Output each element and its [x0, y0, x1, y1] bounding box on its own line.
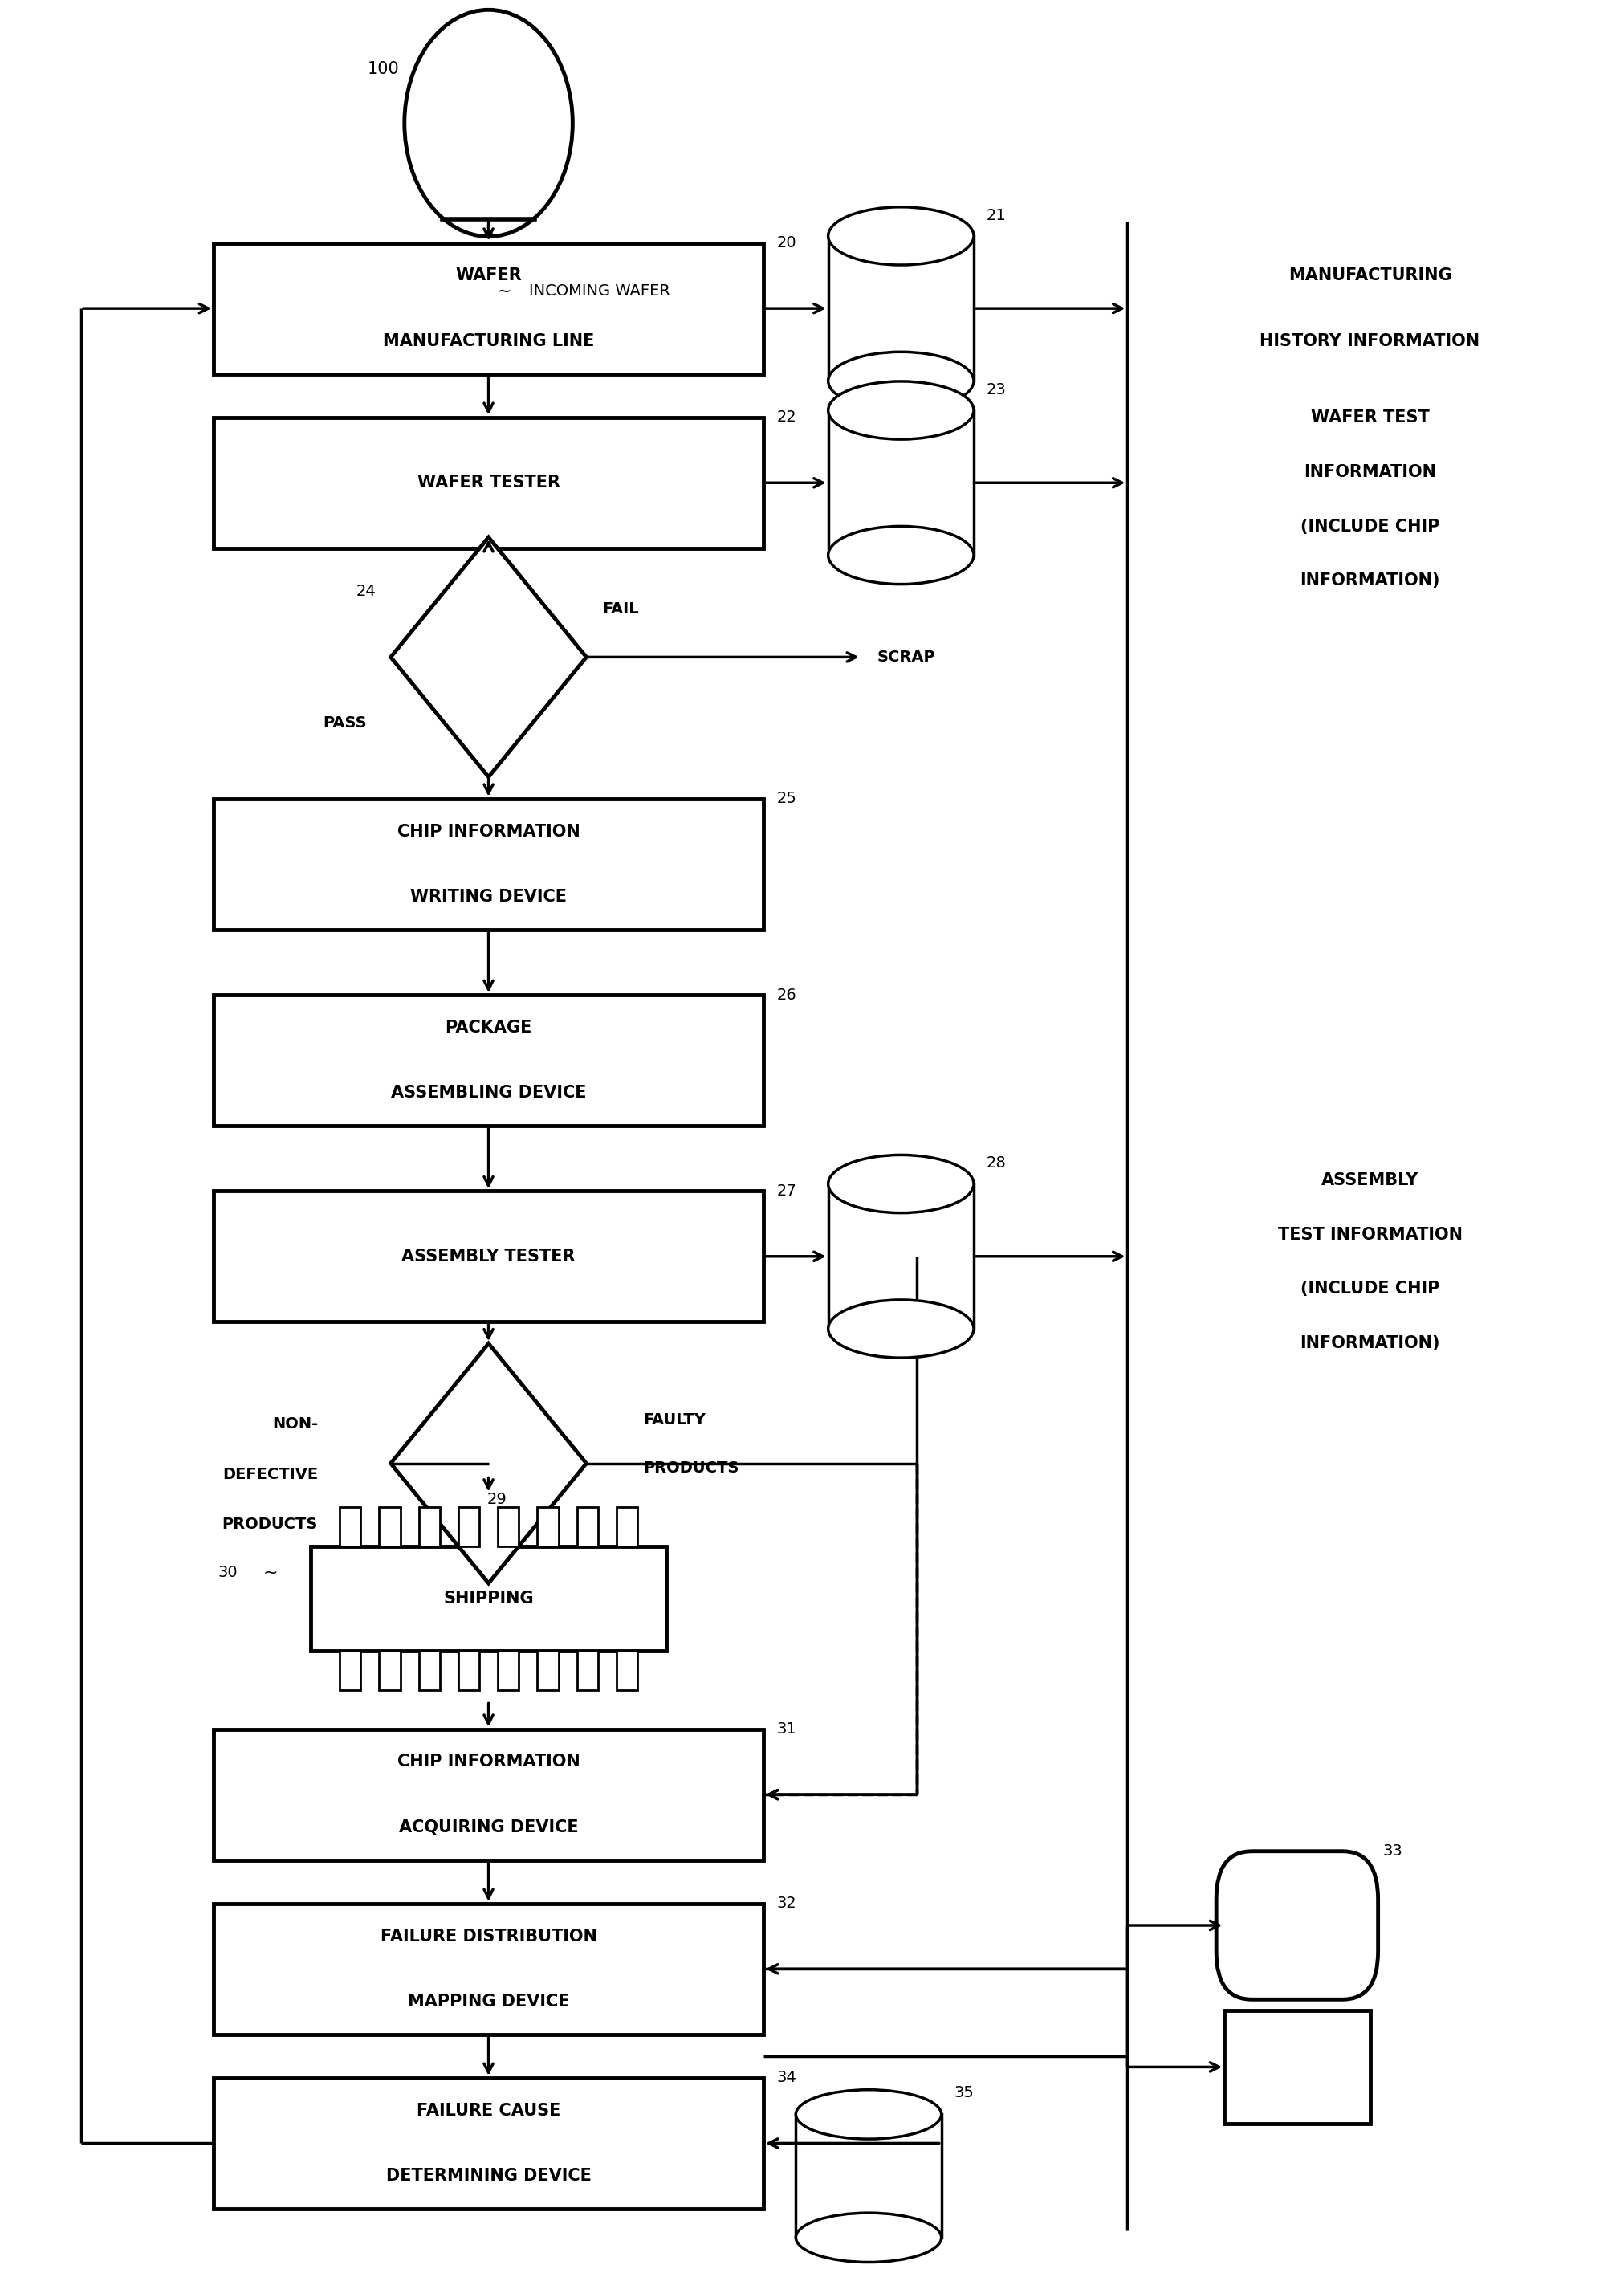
Circle shape: [404, 9, 573, 236]
Bar: [378, 1507, 400, 1546]
Text: INFORMATION): INFORMATION): [1299, 1337, 1440, 1352]
Bar: [419, 1650, 440, 1691]
Text: 28: 28: [987, 1155, 1007, 1171]
Text: PASS: PASS: [323, 716, 367, 730]
Ellipse shape: [828, 352, 974, 409]
Text: (INCLUDE CHIP: (INCLUDE CHIP: [1301, 1282, 1439, 1298]
Bar: [214, 798, 763, 930]
Text: INCOMING WAFER: INCOMING WAFER: [529, 284, 671, 298]
Bar: [617, 1507, 638, 1546]
Text: SHIPPING: SHIPPING: [443, 1591, 534, 1607]
Bar: [796, 2114, 942, 2237]
Text: 22: 22: [776, 409, 796, 425]
Text: INFORMATION): INFORMATION): [1299, 573, 1440, 589]
Bar: [828, 411, 974, 555]
Text: 26: 26: [776, 986, 796, 1002]
Bar: [419, 1507, 440, 1546]
Text: INFORMATION: INFORMATION: [1304, 464, 1436, 480]
Bar: [310, 1546, 666, 1650]
Text: MANUFACTURING: MANUFACTURING: [1288, 268, 1452, 284]
Text: 21: 21: [987, 207, 1007, 223]
Text: DEFECTIVE: DEFECTIVE: [222, 1466, 318, 1482]
Text: 23: 23: [987, 382, 1007, 398]
Text: MAPPING DEVICE: MAPPING DEVICE: [408, 1993, 570, 2009]
Text: ACQUIRING DEVICE: ACQUIRING DEVICE: [400, 1818, 578, 1834]
Text: 20: 20: [776, 236, 796, 250]
Bar: [828, 236, 974, 382]
Ellipse shape: [828, 1155, 974, 1214]
Bar: [828, 1184, 974, 1330]
Text: PRODUCTS: PRODUCTS: [222, 1516, 318, 1532]
Text: 34: 34: [776, 2071, 796, 2087]
Polygon shape: [391, 536, 586, 777]
Bar: [538, 1507, 559, 1546]
Text: ASSEMBLY: ASSEMBLY: [1322, 1173, 1419, 1189]
Bar: [617, 1650, 638, 1691]
Text: ASSEMBLING DEVICE: ASSEMBLING DEVICE: [391, 1084, 586, 1100]
Bar: [458, 1507, 479, 1546]
Text: PRODUCTS: PRODUCTS: [643, 1459, 739, 1475]
Bar: [378, 1650, 400, 1691]
Text: 29: 29: [487, 1491, 507, 1507]
Text: 33: 33: [1384, 1843, 1403, 1859]
Text: 32: 32: [776, 1896, 796, 1912]
Text: WAFER TESTER: WAFER TESTER: [417, 475, 560, 491]
Bar: [214, 996, 763, 1125]
Bar: [339, 1507, 361, 1546]
Text: 100: 100: [367, 61, 400, 77]
Text: MANUFACTURING LINE: MANUFACTURING LINE: [383, 334, 594, 350]
Text: 35: 35: [955, 2087, 974, 2100]
Bar: [214, 1191, 763, 1321]
Bar: [214, 1903, 763, 2034]
Bar: [214, 418, 763, 548]
Bar: [538, 1650, 559, 1691]
Text: FAIL: FAIL: [603, 602, 640, 616]
Text: ~: ~: [263, 1564, 278, 1580]
Text: CHIP INFORMATION: CHIP INFORMATION: [398, 823, 580, 839]
Text: NON-: NON-: [273, 1416, 318, 1432]
Bar: [214, 1730, 763, 1859]
Text: WAFER TEST: WAFER TEST: [1311, 409, 1429, 425]
Text: ~: ~: [497, 282, 512, 300]
Ellipse shape: [828, 382, 974, 439]
Text: 27: 27: [776, 1184, 796, 1198]
Bar: [339, 1650, 361, 1691]
Bar: [1224, 2009, 1371, 2123]
Bar: [214, 243, 763, 373]
Text: 30: 30: [218, 1564, 237, 1580]
FancyBboxPatch shape: [1216, 1850, 1379, 2000]
Polygon shape: [391, 1343, 586, 1584]
Text: FAILURE CAUSE: FAILURE CAUSE: [416, 2103, 560, 2118]
Text: FAILURE DISTRIBUTION: FAILURE DISTRIBUTION: [380, 1928, 598, 1943]
Ellipse shape: [796, 2089, 942, 2139]
Ellipse shape: [828, 527, 974, 584]
Bar: [458, 1650, 479, 1691]
Bar: [499, 1507, 518, 1546]
Text: SCRAP: SCRAP: [877, 650, 935, 664]
Text: TEST INFORMATION: TEST INFORMATION: [1278, 1227, 1462, 1243]
Text: ASSEMBLY TESTER: ASSEMBLY TESTER: [401, 1248, 575, 1264]
Text: HISTORY INFORMATION: HISTORY INFORMATION: [1260, 334, 1479, 350]
Bar: [577, 1507, 598, 1546]
Text: 31: 31: [776, 1721, 796, 1737]
Bar: [214, 2078, 763, 2209]
Text: WAFER: WAFER: [455, 268, 521, 284]
Ellipse shape: [828, 207, 974, 266]
Text: WRITING DEVICE: WRITING DEVICE: [411, 889, 567, 905]
Text: FAULTY: FAULTY: [643, 1412, 705, 1427]
Text: 24: 24: [357, 584, 377, 598]
Ellipse shape: [796, 2214, 942, 2262]
Text: DETERMINING DEVICE: DETERMINING DEVICE: [387, 2168, 591, 2184]
Text: 25: 25: [776, 791, 796, 807]
Text: CHIP INFORMATION: CHIP INFORMATION: [398, 1755, 580, 1771]
Ellipse shape: [828, 1300, 974, 1357]
Text: PACKAGE: PACKAGE: [445, 1021, 533, 1036]
Bar: [499, 1650, 518, 1691]
Bar: [577, 1650, 598, 1691]
Text: (INCLUDE CHIP: (INCLUDE CHIP: [1301, 518, 1439, 534]
